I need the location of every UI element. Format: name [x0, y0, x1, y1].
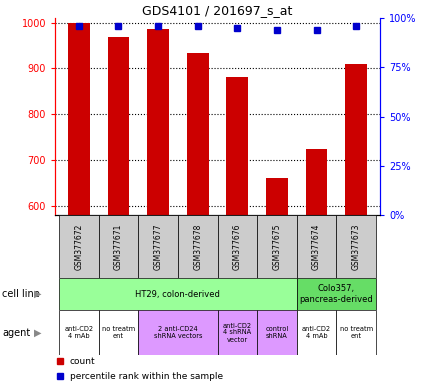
Text: Colo357,
pancreas-derived: Colo357, pancreas-derived [300, 284, 373, 304]
Bar [257, 310, 297, 355]
Bar [227, 77, 248, 215]
Text: percentile rank within the sample: percentile rank within the sample [70, 372, 223, 381]
Bar [266, 178, 288, 215]
Text: ▶: ▶ [34, 328, 42, 338]
Text: no treatm
ent: no treatm ent [102, 326, 135, 339]
Text: GSM377672: GSM377672 [74, 223, 83, 270]
Bar [187, 53, 209, 215]
Bar [337, 310, 376, 355]
Bar [108, 37, 129, 215]
Title: GDS4101 / 201697_s_at: GDS4101 / 201697_s_at [142, 4, 293, 17]
Text: ▶: ▶ [34, 289, 42, 299]
Bar [147, 30, 169, 215]
Text: 2 anti-CD24
shRNA vectors: 2 anti-CD24 shRNA vectors [153, 326, 202, 339]
Text: agent: agent [2, 328, 30, 338]
Text: count: count [70, 356, 95, 366]
Text: GSM377671: GSM377671 [114, 223, 123, 270]
Text: control
shRNA: control shRNA [265, 326, 289, 339]
Text: cell line: cell line [2, 289, 40, 299]
Bar [306, 149, 328, 215]
Bar [59, 215, 99, 278]
Bar [297, 310, 337, 355]
Bar [218, 215, 257, 278]
Bar [99, 310, 138, 355]
Text: GSM377674: GSM377674 [312, 223, 321, 270]
Bar [59, 278, 297, 310]
Text: anti-CD2
4 mAb: anti-CD2 4 mAb [64, 326, 94, 339]
Bar [337, 215, 376, 278]
Bar [178, 215, 218, 278]
Bar [297, 215, 337, 278]
Bar [346, 64, 367, 215]
Text: anti-CD2
4 shRNA
vector: anti-CD2 4 shRNA vector [223, 323, 252, 343]
Text: no treatm
ent: no treatm ent [340, 326, 373, 339]
Text: GSM377673: GSM377673 [352, 223, 361, 270]
Bar [257, 215, 297, 278]
Text: GSM377675: GSM377675 [272, 223, 281, 270]
Text: anti-CD2
4 mAb: anti-CD2 4 mAb [302, 326, 331, 339]
Text: HT29, colon-derived: HT29, colon-derived [136, 290, 220, 298]
Bar [68, 23, 90, 215]
Bar [138, 215, 178, 278]
Text: GSM377676: GSM377676 [233, 223, 242, 270]
Text: GSM377677: GSM377677 [153, 223, 162, 270]
Bar [99, 215, 138, 278]
Bar [59, 310, 99, 355]
Bar [297, 278, 376, 310]
Text: GSM377678: GSM377678 [193, 223, 202, 270]
Bar [218, 310, 257, 355]
Bar [138, 310, 218, 355]
